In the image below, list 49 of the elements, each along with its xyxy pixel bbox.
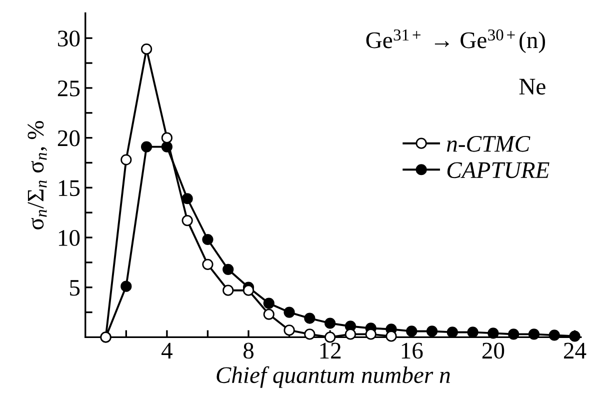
point xyxy=(222,264,234,275)
point xyxy=(202,258,214,270)
y-axis-title: σ$_{n}$/Σ$_{n}$ σ$_{n}$, % xyxy=(28,121,48,230)
x-axis-title: Chief quantum number n xyxy=(216,366,450,388)
point xyxy=(406,326,418,337)
point xyxy=(386,330,397,342)
point xyxy=(222,284,234,296)
annotation: Ne xyxy=(519,78,546,95)
x-tick-label: 4 xyxy=(161,342,172,358)
point xyxy=(508,328,520,340)
y-tick-label: 15 xyxy=(58,180,80,196)
x-tick-label: 20 xyxy=(482,342,504,359)
point xyxy=(284,324,295,336)
point xyxy=(324,318,336,329)
y-tick-label: 10 xyxy=(58,230,80,246)
point xyxy=(263,298,274,309)
point xyxy=(182,215,193,226)
point xyxy=(161,132,172,144)
point xyxy=(548,330,560,341)
point xyxy=(324,332,336,343)
y-tick-label: 30 xyxy=(58,30,80,47)
point xyxy=(446,326,458,338)
x-tick-label: 24 xyxy=(564,342,586,358)
x-tick-label: 12 xyxy=(320,342,341,358)
point xyxy=(488,328,499,339)
point xyxy=(242,284,254,296)
point xyxy=(426,326,438,337)
point xyxy=(120,154,132,166)
y-tick-label: 20 xyxy=(58,130,80,146)
point xyxy=(284,306,295,318)
y-tick-label: 5 xyxy=(70,280,80,296)
legend-label: n-CTMC xyxy=(446,136,530,152)
legend-label: CAPTURE xyxy=(447,162,550,178)
point xyxy=(182,193,193,204)
point xyxy=(528,328,540,340)
annotation: Ge$^{31+}$ → Ge$^{30+}$(n) xyxy=(366,29,546,54)
x-tick-label: 16 xyxy=(402,342,423,359)
point xyxy=(202,234,214,246)
point xyxy=(120,280,132,292)
point xyxy=(140,44,152,55)
point xyxy=(140,141,152,152)
point xyxy=(263,308,274,320)
point xyxy=(344,328,356,340)
point xyxy=(467,326,478,338)
point xyxy=(304,312,316,324)
y-tick-label: 25 xyxy=(58,80,80,96)
point xyxy=(304,328,316,340)
point xyxy=(365,328,376,340)
x-tick-label: 8 xyxy=(244,342,254,359)
